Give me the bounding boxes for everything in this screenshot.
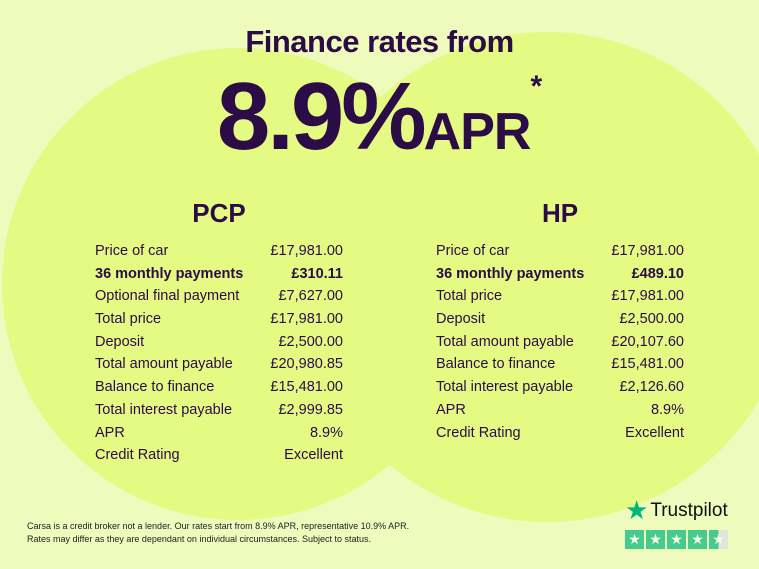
row-value: Excellent	[284, 447, 343, 464]
rating-star-icon: ★	[646, 530, 665, 549]
row-label: APR	[436, 401, 466, 418]
plan-title: HP	[541, 198, 579, 228]
trustpilot-name: Trustpilot	[650, 499, 728, 521]
row-label: Optional final payment	[95, 288, 240, 305]
row-value: £489.10	[631, 265, 684, 282]
row-label: Total interest payable	[436, 379, 574, 396]
row-value: £15,481.00	[611, 356, 684, 373]
asterisk: *	[530, 70, 543, 103]
row-label: Total amount payable	[95, 356, 233, 373]
row-label: Credit Rating	[436, 424, 521, 441]
rate-value: 8.9%	[216, 63, 427, 170]
row-label: Deposit	[436, 311, 486, 328]
table-row: Total amount payable £20,980.85	[95, 353, 343, 376]
rate-suffix: APR	[423, 103, 532, 161]
table-row: Credit Rating Excellent	[436, 422, 684, 445]
row-value: £7,627.00	[278, 288, 343, 305]
table-row: Total interest payable £2,999.85	[95, 399, 343, 422]
row-label: Price of car	[95, 243, 169, 259]
trustpilot-badge: ★ Trustpilot ★ ★ ★ ★ ★	[625, 495, 728, 549]
table-row: Balance to finance £15,481.00	[95, 376, 343, 399]
table-row: 36 monthly payments £489.10	[436, 263, 684, 286]
row-label: Balance to finance	[95, 379, 215, 396]
row-value: 8.9%	[309, 424, 343, 441]
row-value: £20,980.85	[270, 356, 343, 373]
decorative-circle-right	[302, 32, 759, 522]
headline-rate: 8.9%APR*	[0, 62, 759, 172]
rating-star-icon: ★	[667, 530, 686, 549]
disclaimer-line: Rates may differ as they are dependant o…	[27, 534, 372, 544]
table-row: Balance to finance £15,481.00	[436, 353, 684, 376]
row-label: Total price	[95, 311, 162, 328]
table-row: Total price £17,981.00	[95, 308, 343, 331]
row-label: Credit Rating	[95, 447, 180, 464]
table-row: Deposit £2,500.00	[436, 308, 684, 331]
row-label: Total price	[436, 288, 503, 305]
row-label: APR	[95, 424, 125, 441]
row-value: £17,981.00	[611, 288, 684, 305]
disclaimer: Carsa is a credit broker not a lender. O…	[27, 520, 409, 546]
row-value: £20,107.60	[611, 333, 684, 350]
table-row: Deposit £2,500.00	[95, 331, 343, 354]
pcp-table: PCP Price of car £17,981.00 36 monthly pay…	[95, 198, 343, 467]
table-row: Total interest payable £2,126.60	[436, 376, 684, 399]
row-label: Total amount payable	[436, 333, 574, 350]
hp-table: HP Price of car £17,981.00 36 monthly paym…	[436, 198, 684, 444]
table-row: 36 monthly payments £310.11	[95, 263, 343, 286]
star-icon: ★	[625, 495, 649, 525]
table-row: Total amount payable £20,107.60	[436, 331, 684, 354]
row-label: 36 monthly payments	[436, 265, 585, 282]
row-label: Price of car	[436, 243, 510, 259]
table-row: Credit Rating Excellent	[95, 444, 343, 467]
row-value: 8.9%	[650, 401, 684, 418]
row-value: £17,981.00	[270, 243, 343, 259]
table-row: Price of car £17,981.00	[95, 240, 343, 263]
table-row: APR 8.9%	[436, 399, 684, 422]
row-value: £2,126.60	[619, 379, 684, 396]
row-value: £310.11	[291, 265, 343, 282]
row-value: £17,981.00	[611, 243, 684, 259]
row-value: £17,981.00	[270, 311, 343, 328]
row-value: £2,500.00	[278, 333, 343, 350]
row-value: £15,481.00	[270, 379, 343, 396]
rating-star-icon: ★	[709, 530, 728, 549]
row-value: £2,500.00	[619, 311, 684, 328]
headline: Finance rates from	[245, 24, 514, 59]
plan-title: PCP	[192, 198, 246, 228]
disclaimer-line: Carsa is a credit broker not a lender. O…	[27, 521, 410, 531]
row-label: Balance to finance	[436, 356, 556, 373]
row-label: 36 monthly payments	[95, 265, 244, 282]
table-row: APR 8.9%	[95, 422, 343, 445]
table-row: Price of car £17,981.00	[436, 240, 684, 263]
rating-star-icon: ★	[625, 530, 644, 549]
rating-star-icon: ★	[688, 530, 707, 549]
table-row: Optional final payment £7,627.00	[95, 285, 343, 308]
trustpilot-rating: ★ ★ ★ ★ ★	[625, 530, 728, 549]
row-label: Deposit	[95, 333, 145, 350]
row-label: Total interest payable	[95, 401, 233, 418]
row-value: £2,999.85	[278, 401, 343, 418]
table-row: Total price £17,981.00	[436, 285, 684, 308]
row-value: Excellent	[625, 424, 684, 441]
